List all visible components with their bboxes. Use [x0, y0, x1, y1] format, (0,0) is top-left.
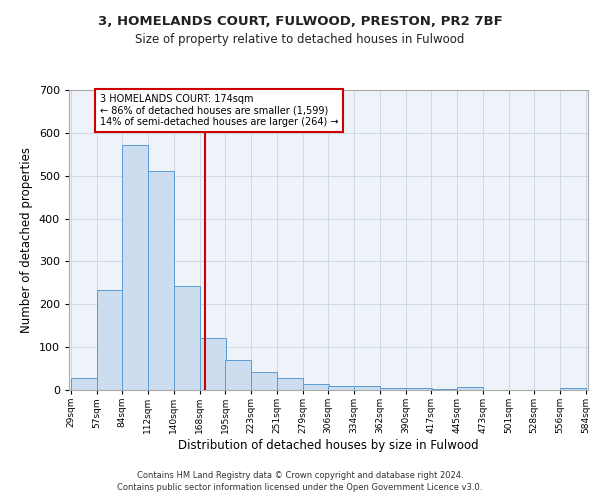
Bar [174, 286, 200, 390]
Bar [328, 386, 354, 390]
Text: Contains HM Land Registry data © Crown copyright and database right 2024.: Contains HM Land Registry data © Crown c… [137, 471, 463, 480]
Bar [122, 145, 148, 390]
Bar [71, 378, 97, 390]
Bar [97, 290, 123, 390]
X-axis label: Distribution of detached houses by size in Fulwood: Distribution of detached houses by size … [178, 439, 479, 452]
Y-axis label: Number of detached properties: Number of detached properties [20, 147, 33, 333]
Bar [431, 389, 457, 390]
Bar [277, 378, 303, 390]
Bar [560, 388, 586, 390]
Text: 3 HOMELANDS COURT: 174sqm
← 86% of detached houses are smaller (1,599)
14% of se: 3 HOMELANDS COURT: 174sqm ← 86% of detac… [100, 94, 338, 128]
Bar [148, 172, 174, 390]
Bar [200, 338, 226, 390]
Bar [457, 386, 483, 390]
Bar [303, 384, 329, 390]
Bar [251, 372, 277, 390]
Text: Size of property relative to detached houses in Fulwood: Size of property relative to detached ho… [136, 32, 464, 46]
Text: 3, HOMELANDS COURT, FULWOOD, PRESTON, PR2 7BF: 3, HOMELANDS COURT, FULWOOD, PRESTON, PR… [98, 15, 502, 28]
Bar [380, 388, 406, 390]
Bar [354, 386, 380, 390]
Bar [406, 388, 432, 390]
Bar [225, 360, 251, 390]
Text: Contains public sector information licensed under the Open Government Licence v3: Contains public sector information licen… [118, 484, 482, 492]
